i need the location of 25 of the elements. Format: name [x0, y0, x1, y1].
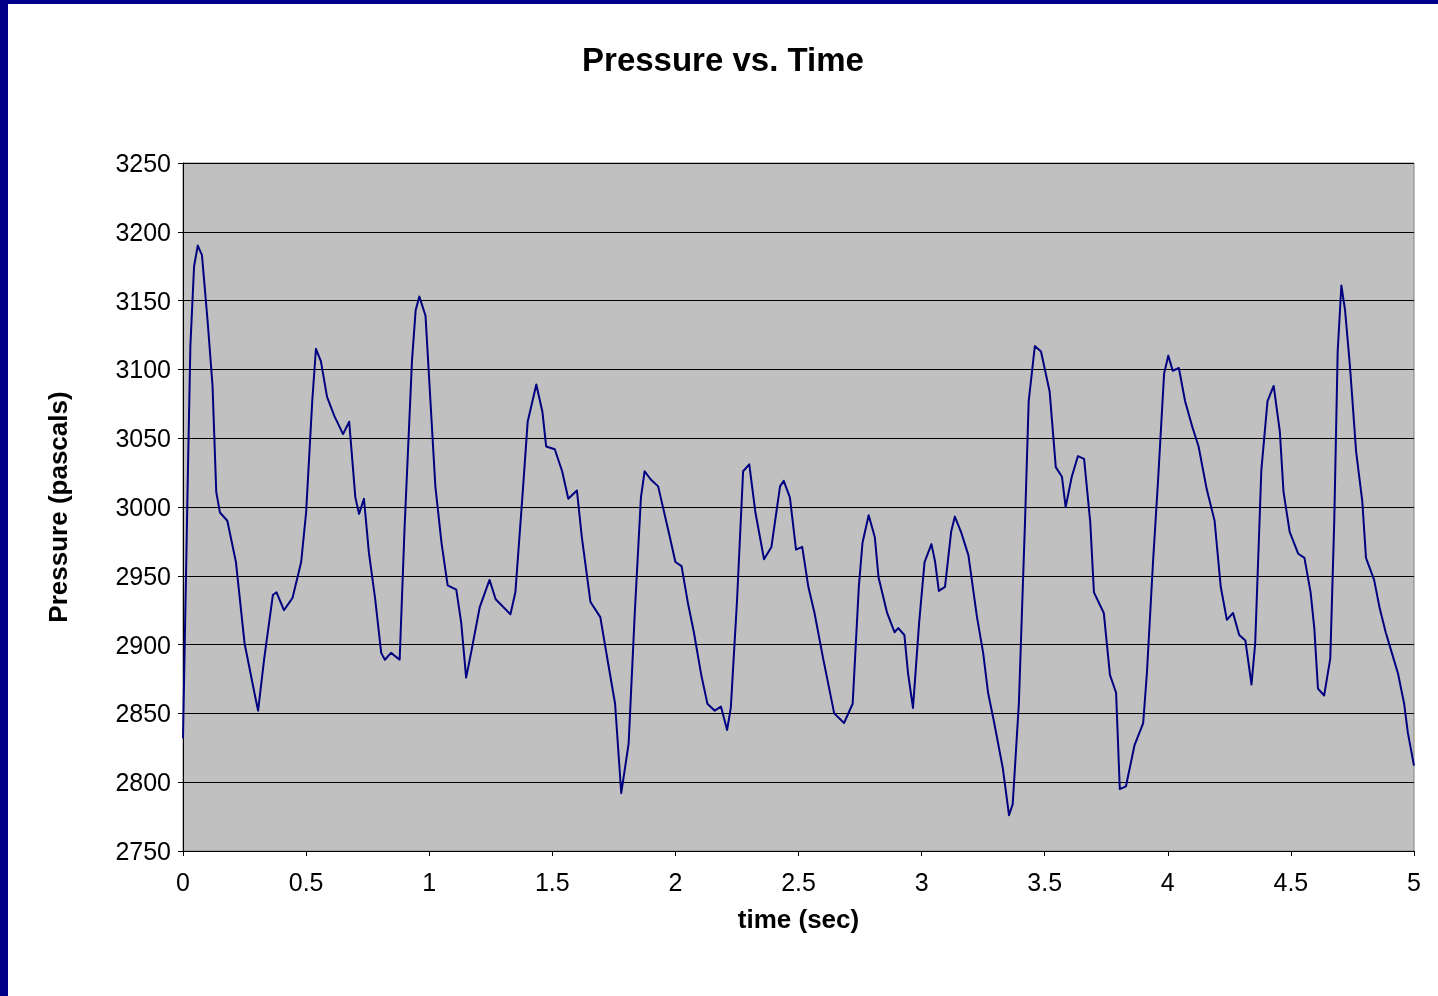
x-tick-label: 0.5 — [288, 867, 324, 896]
y-tick-label: 3150 — [115, 286, 171, 315]
x-tick-label: 4 — [1160, 867, 1175, 896]
chart-title: Pressure vs. Time — [582, 41, 864, 78]
y-tick-label: 2750 — [115, 837, 171, 865]
x-tick-label: 2.5 — [781, 867, 816, 896]
y-tick-label: 2900 — [115, 630, 171, 659]
y-tick-label: 3100 — [115, 355, 171, 384]
y-axis-title: Pressure (pascals) — [43, 391, 73, 623]
x-tick-label: 1.5 — [534, 867, 570, 896]
y-tick-label: 2850 — [115, 699, 171, 728]
x-tick-label: 0 — [176, 867, 190, 896]
y-tick-label: 2800 — [115, 768, 171, 797]
x-axis-title: time (sec) — [737, 904, 860, 934]
y-tick-label: 2950 — [115, 561, 171, 590]
y-tick-label: 3000 — [115, 493, 171, 521]
x-tick-label: 2 — [668, 867, 683, 896]
x-tick-label: 5 — [1407, 867, 1421, 896]
y-tick-label: 3050 — [115, 424, 171, 453]
x-tick-label: 1 — [422, 867, 437, 896]
y-tick-label: 3250 — [115, 149, 171, 177]
y-tick-label: 3200 — [115, 217, 171, 246]
x-tick-label: 4.5 — [1273, 867, 1309, 896]
x-tick-label: 3 — [914, 867, 929, 896]
x-tick-label: 3.5 — [1027, 867, 1063, 896]
